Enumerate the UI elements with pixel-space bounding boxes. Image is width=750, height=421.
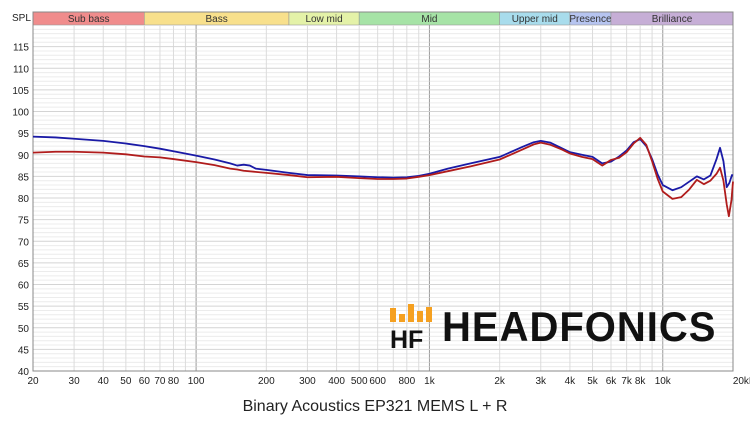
y-tick-label: 115 [13,43,29,54]
y-tick-label: 45 [18,345,30,356]
x-tick-label: 1k [424,376,436,387]
x-tick-label: 7k [621,376,633,387]
x-tick-label: 500 [351,376,368,387]
y-tick-label: 70 [18,237,30,248]
band-label-6: Brilliance [652,14,693,25]
y-tick-label: 110 [13,64,29,75]
band-label-2: Low mid [305,14,342,25]
x-tick-label: 20kHz [733,376,750,387]
x-tick-label: 20 [27,376,39,387]
logo-wordmark: HEADFONICS [442,304,717,351]
x-tick-label: 80 [168,376,180,387]
y-axis-label: SPL [12,13,31,24]
x-tick-label: 100 [188,376,205,387]
band-label-0: Sub bass [68,14,110,25]
logo-mark-text: HF [390,326,423,350]
x-tick-label: 200 [258,376,275,387]
x-tick-label: 40 [98,376,110,387]
series-line-1 [32,136,734,218]
x-tick-label: 50 [120,376,132,387]
frequency-bands: Sub bass Bass Low mid Mid Upper mid Presence B… [32,11,734,26]
x-tick-label: 300 [299,376,316,387]
band-label-3: Mid [421,14,437,25]
series-lines [32,135,734,218]
x-tick-label: 5k [587,376,599,387]
y-tick-label: 60 [18,281,30,292]
grid-lines [32,25,734,371]
x-tick-label: 6k [606,376,618,387]
band-label-4: Upper mid [512,14,558,25]
x-tick-label: 600 [369,376,386,387]
x-tick-label: 10k [655,376,672,387]
y-tick-label: 80 [18,194,30,205]
x-tick-label: 4k [565,376,577,387]
x-tick-label: 30 [69,376,81,387]
x-tick-label: 800 [398,376,415,387]
x-tick-label: 400 [328,376,345,387]
band-label-5: Presence [569,14,612,25]
x-tick-label: 3k [535,376,547,387]
hf-logo-icon: HF [390,304,432,350]
y-tick-label: 40 [18,367,30,378]
y-tick-label: 95 [18,129,30,140]
y-tick-label: 75 [18,216,30,227]
y-tick-label: 90 [18,151,30,162]
x-tick-label: 70 [154,376,166,387]
y-tick-label: 100 [12,108,29,119]
series-line-0 [32,135,734,192]
chart-title: Binary Acoustics EP321 MEMS L + R [242,398,508,415]
y-tick-labels: 40 45 50 55 60 65 70 75 80 85 90 95 100 105 110 115 [12,43,29,378]
y-tick-label: 65 [18,259,30,270]
y-tick-label: 105 [12,86,29,97]
y-tick-label: 55 [18,302,30,313]
x-tick-label: 8k [635,376,647,387]
y-tick-label: 85 [18,172,30,183]
y-tick-label: 50 [18,324,30,335]
x-tick-labels: 20 30 40 50 60 70 80 100 200 300 400 500 600 800 1k 2k 3… [27,376,750,387]
x-tick-label: 2k [494,376,506,387]
x-tick-label: 60 [139,376,151,387]
band-label-1: Bass [206,14,228,25]
headfonics-watermark: HF HEADFONICS [388,302,715,354]
